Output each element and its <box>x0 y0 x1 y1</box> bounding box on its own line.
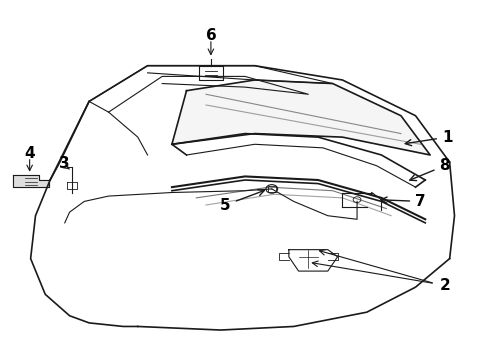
Polygon shape <box>172 80 430 155</box>
Text: 8: 8 <box>410 158 450 181</box>
Text: 1: 1 <box>405 130 452 146</box>
Text: 4: 4 <box>24 146 35 161</box>
Text: 2: 2 <box>440 278 450 293</box>
Text: 5: 5 <box>220 190 264 212</box>
Text: 7: 7 <box>381 194 426 209</box>
Text: 3: 3 <box>59 157 70 171</box>
Text: 6: 6 <box>205 28 216 43</box>
Polygon shape <box>13 175 49 187</box>
